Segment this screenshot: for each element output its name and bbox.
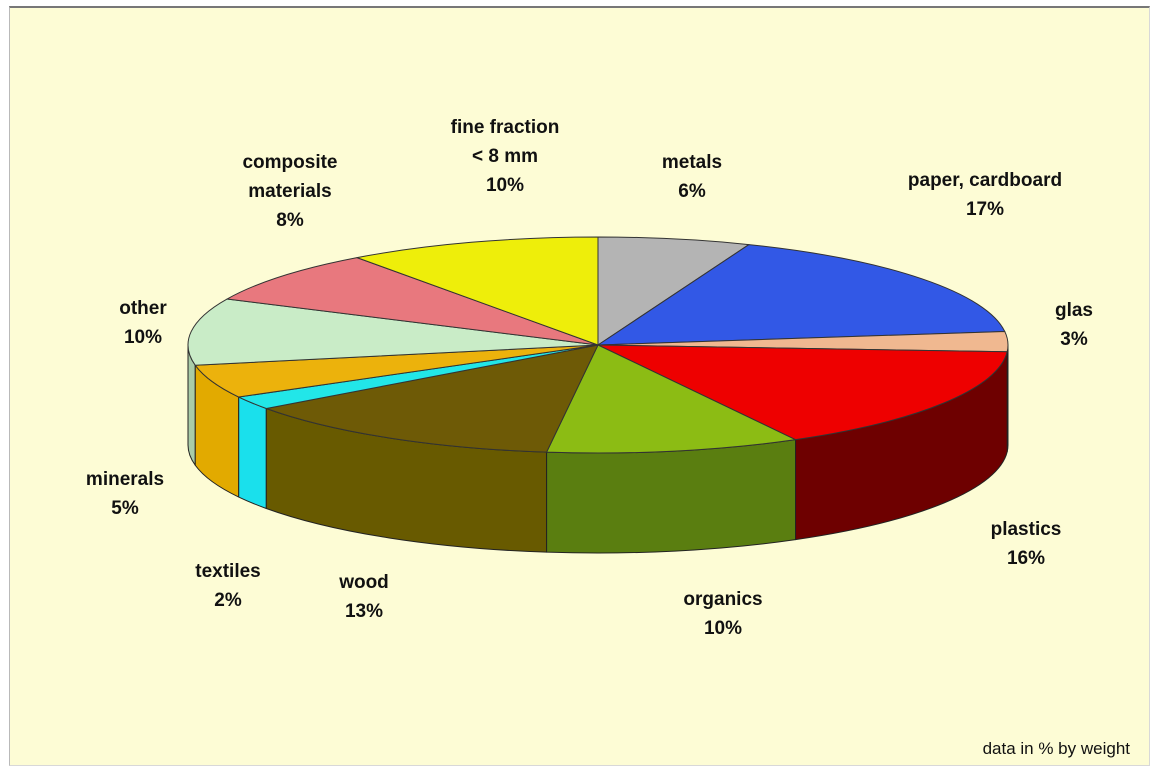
slice-plastics bbox=[597, 344, 1008, 441]
label-fine-fraction: fine fraction < 8 mm 10% bbox=[451, 117, 560, 196]
slice-wood bbox=[265, 344, 599, 453]
label-line: 10% bbox=[124, 327, 162, 348]
label-line: materials bbox=[248, 181, 331, 202]
label-minerals: minerals 5% bbox=[86, 469, 164, 519]
label-plastics: plastics 16% bbox=[991, 519, 1062, 569]
label-line: 5% bbox=[111, 498, 139, 519]
slice-labels: metals 6% paper, cardboard 17% glas 3% plastic… bbox=[86, 117, 1093, 639]
side-organics bbox=[546, 439, 797, 554]
label-line: metals bbox=[662, 152, 722, 173]
label-line: composite bbox=[242, 152, 337, 173]
label-paper-cardboard: paper, cardboard 17% bbox=[908, 170, 1062, 220]
label-line: plastics bbox=[991, 519, 1062, 540]
side-textiles bbox=[238, 396, 267, 509]
label-line: 6% bbox=[678, 181, 706, 202]
label-line: 8% bbox=[276, 210, 304, 231]
units-note: data in % by weight bbox=[983, 739, 1131, 758]
label-line: minerals bbox=[86, 469, 164, 490]
label-line: 10% bbox=[704, 618, 742, 639]
label-line: 13% bbox=[345, 601, 383, 622]
slice-other bbox=[187, 298, 599, 366]
label-line: glas bbox=[1055, 300, 1093, 321]
label-line: textiles bbox=[195, 561, 260, 582]
slice-metals bbox=[597, 236, 750, 346]
label-textiles: textiles 2% bbox=[195, 561, 260, 611]
label-wood: wood 13% bbox=[338, 572, 389, 622]
slice-paper-cardboard bbox=[597, 244, 1006, 346]
label-line: paper, cardboard bbox=[908, 170, 1062, 191]
label-composite: composite materials 8% bbox=[242, 152, 337, 231]
label-line: wood bbox=[338, 572, 389, 593]
label-line: 10% bbox=[486, 175, 524, 196]
label-other: other 10% bbox=[119, 298, 167, 348]
label-line: 16% bbox=[1007, 548, 1045, 569]
slice-fine-fraction bbox=[356, 236, 599, 346]
label-glas: glas 3% bbox=[1055, 300, 1093, 350]
pie-body bbox=[187, 236, 1009, 554]
label-line: 2% bbox=[214, 590, 242, 611]
label-line: 17% bbox=[966, 199, 1004, 220]
slice-organics bbox=[546, 344, 797, 454]
label-line: < 8 mm bbox=[472, 146, 538, 167]
label-line: organics bbox=[683, 589, 762, 610]
slice-composite bbox=[226, 257, 599, 346]
label-line: fine fraction bbox=[451, 117, 560, 138]
label-metals: metals 6% bbox=[662, 152, 722, 202]
label-line: 3% bbox=[1060, 329, 1088, 350]
label-line: other bbox=[119, 298, 167, 319]
label-organics: organics 10% bbox=[683, 589, 762, 639]
